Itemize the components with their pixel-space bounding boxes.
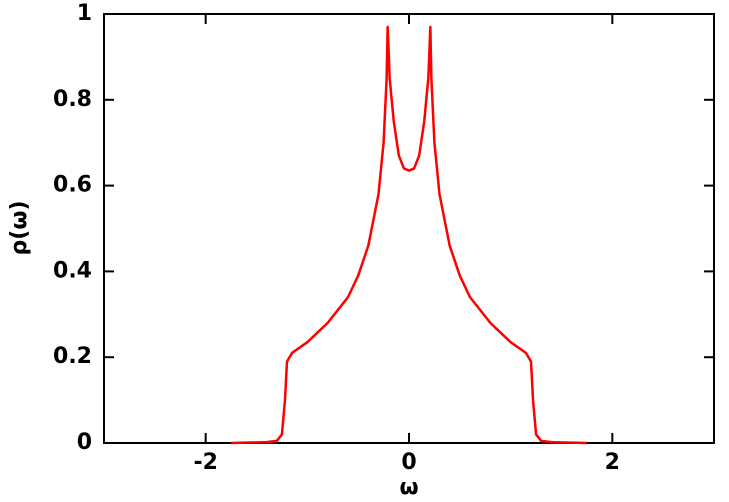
plot-frame [103, 13, 715, 444]
y-tick-label: 0.8 [53, 87, 92, 112]
y-tick-label: 0.6 [53, 173, 92, 198]
x-tick-label: 0 [401, 450, 416, 475]
x-tick-label: -2 [193, 450, 217, 475]
y-tick-label: 0.4 [53, 258, 92, 283]
x-axis-label: ω [399, 475, 418, 500]
x-tick-label: 2 [605, 450, 620, 475]
y-axis-label: ρ(ω) [7, 201, 32, 256]
y-tick-label: 1 [77, 1, 92, 26]
line-series [231, 25, 587, 445]
y-tick-label: 0 [77, 430, 92, 455]
y-tick-label: 0.2 [53, 344, 92, 369]
